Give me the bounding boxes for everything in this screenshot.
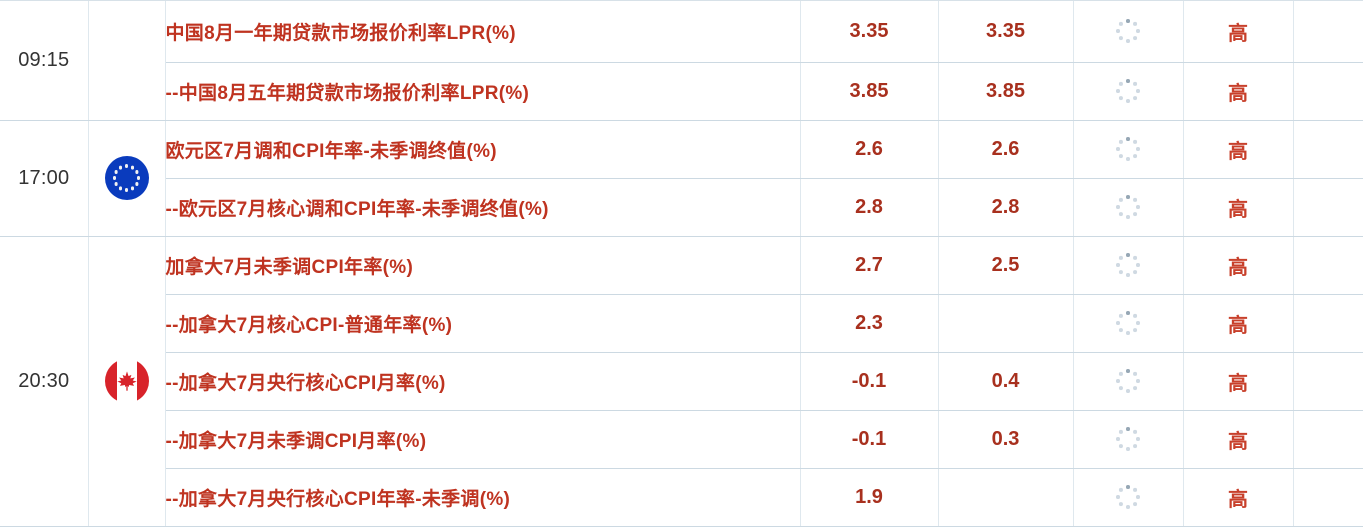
spinner-icon	[1115, 18, 1141, 44]
importance-badge: 高	[1183, 178, 1294, 237]
note-cell	[1293, 468, 1363, 527]
forecast-value	[938, 468, 1074, 527]
note-cell	[1293, 120, 1363, 179]
canada-flag-right-band	[136, 359, 149, 403]
actual-value: 3.85	[800, 62, 939, 121]
eu-flag-icon	[104, 156, 149, 200]
flag-cell	[88, 236, 166, 527]
previous-value-cell	[1073, 1, 1184, 63]
forecast-value: 0.4	[938, 352, 1074, 411]
spinner-icon	[1115, 310, 1141, 336]
importance-badge: 高	[1183, 236, 1294, 295]
table-row[interactable]: --加拿大7月核心CPI-普通年率(%) 2.3 高	[0, 294, 1363, 353]
event-name[interactable]: --加拿大7月央行核心CPI月率(%)	[165, 352, 801, 411]
maple-leaf-icon	[116, 370, 138, 392]
event-name[interactable]: --加拿大7月核心CPI-普通年率(%)	[165, 294, 801, 353]
actual-value: 2.3	[800, 294, 939, 353]
previous-value-cell	[1073, 62, 1184, 121]
event-name[interactable]: --中国8月五年期贷款市场报价利率LPR(%)	[165, 62, 801, 121]
previous-value-cell	[1073, 410, 1184, 469]
importance-badge: 高	[1183, 62, 1294, 121]
importance-badge: 高	[1183, 410, 1294, 469]
note-cell	[1293, 410, 1363, 469]
previous-value-cell	[1073, 236, 1184, 295]
previous-value-cell	[1073, 352, 1184, 411]
note-cell	[1293, 1, 1363, 63]
spinner-icon	[1115, 78, 1141, 104]
importance-badge: 高	[1183, 294, 1294, 353]
event-name[interactable]: 欧元区7月调和CPI年率-未季调终值(%)	[165, 120, 801, 179]
forecast-value: 3.35	[938, 1, 1074, 63]
forecast-value: 2.8	[938, 178, 1074, 237]
actual-value: 2.7	[800, 236, 939, 295]
table-row[interactable]: --中国8月五年期贷款市场报价利率LPR(%) 3.85 3.85	[0, 62, 1363, 121]
forecast-value	[938, 294, 1074, 353]
spinner-icon	[1115, 136, 1141, 162]
canada-flag-left-band	[104, 359, 117, 403]
event-name[interactable]: --欧元区7月核心调和CPI年率-未季调终值(%)	[165, 178, 801, 237]
forecast-value: 2.5	[938, 236, 1074, 295]
table-row[interactable]: 09:15 中国8月一年期贷款市场报价利率LPR(%) 3.35 3.35	[0, 1, 1363, 121]
flag-cell-empty	[88, 1, 166, 121]
eu-stars	[105, 156, 149, 200]
table-row[interactable]: --欧元区7月核心调和CPI年率-未季调终值(%) 2.8 2.8	[0, 178, 1363, 237]
note-cell	[1293, 352, 1363, 411]
spinner-icon	[1115, 368, 1141, 394]
actual-value: -0.1	[800, 410, 939, 469]
note-cell	[1293, 294, 1363, 353]
spinner-icon	[1115, 252, 1141, 278]
event-name[interactable]: --加拿大7月未季调CPI月率(%)	[165, 410, 801, 469]
forecast-value: 2.6	[938, 120, 1074, 179]
table-row[interactable]: 20:30 加拿大7月未季调CPI年率(%) 2.7	[0, 236, 1363, 527]
table-row[interactable]: 17:00	[0, 120, 1363, 237]
flag-cell	[88, 120, 166, 237]
table-row[interactable]: --加拿大7月央行核心CPI年率-未季调(%) 1.9 高	[0, 468, 1363, 527]
forecast-value: 0.3	[938, 410, 1074, 469]
previous-value-cell	[1073, 120, 1184, 179]
forecast-value: 3.85	[938, 62, 1074, 121]
spinner-icon	[1115, 426, 1141, 452]
actual-value: 2.8	[800, 178, 939, 237]
actual-value: 1.9	[800, 468, 939, 527]
time-cell: 17:00	[0, 120, 89, 237]
table-row[interactable]: --加拿大7月央行核心CPI月率(%) -0.1 0.4 高	[0, 352, 1363, 411]
table-row[interactable]: --加拿大7月未季调CPI月率(%) -0.1 0.3 高	[0, 410, 1363, 469]
importance-badge: 高	[1183, 468, 1294, 527]
actual-value: 2.6	[800, 120, 939, 179]
importance-badge: 高	[1183, 120, 1294, 179]
previous-value-cell	[1073, 294, 1184, 353]
previous-value-cell	[1073, 178, 1184, 237]
time-cell: 20:30	[0, 236, 89, 527]
note-cell	[1293, 236, 1363, 295]
time-cell: 09:15	[0, 1, 89, 121]
importance-badge: 高	[1183, 352, 1294, 411]
spinner-icon	[1115, 484, 1141, 510]
canada-flag-icon	[104, 359, 149, 403]
event-name[interactable]: 中国8月一年期贷款市场报价利率LPR(%)	[165, 1, 801, 63]
previous-value-cell	[1073, 468, 1184, 527]
event-name[interactable]: --加拿大7月央行核心CPI年率-未季调(%)	[165, 468, 801, 527]
note-cell	[1293, 62, 1363, 121]
actual-value: 3.35	[800, 1, 939, 63]
actual-value: -0.1	[800, 352, 939, 411]
event-name[interactable]: 加拿大7月未季调CPI年率(%)	[165, 236, 801, 295]
spinner-icon	[1115, 194, 1141, 220]
importance-badge: 高	[1183, 1, 1294, 63]
note-cell	[1293, 178, 1363, 237]
